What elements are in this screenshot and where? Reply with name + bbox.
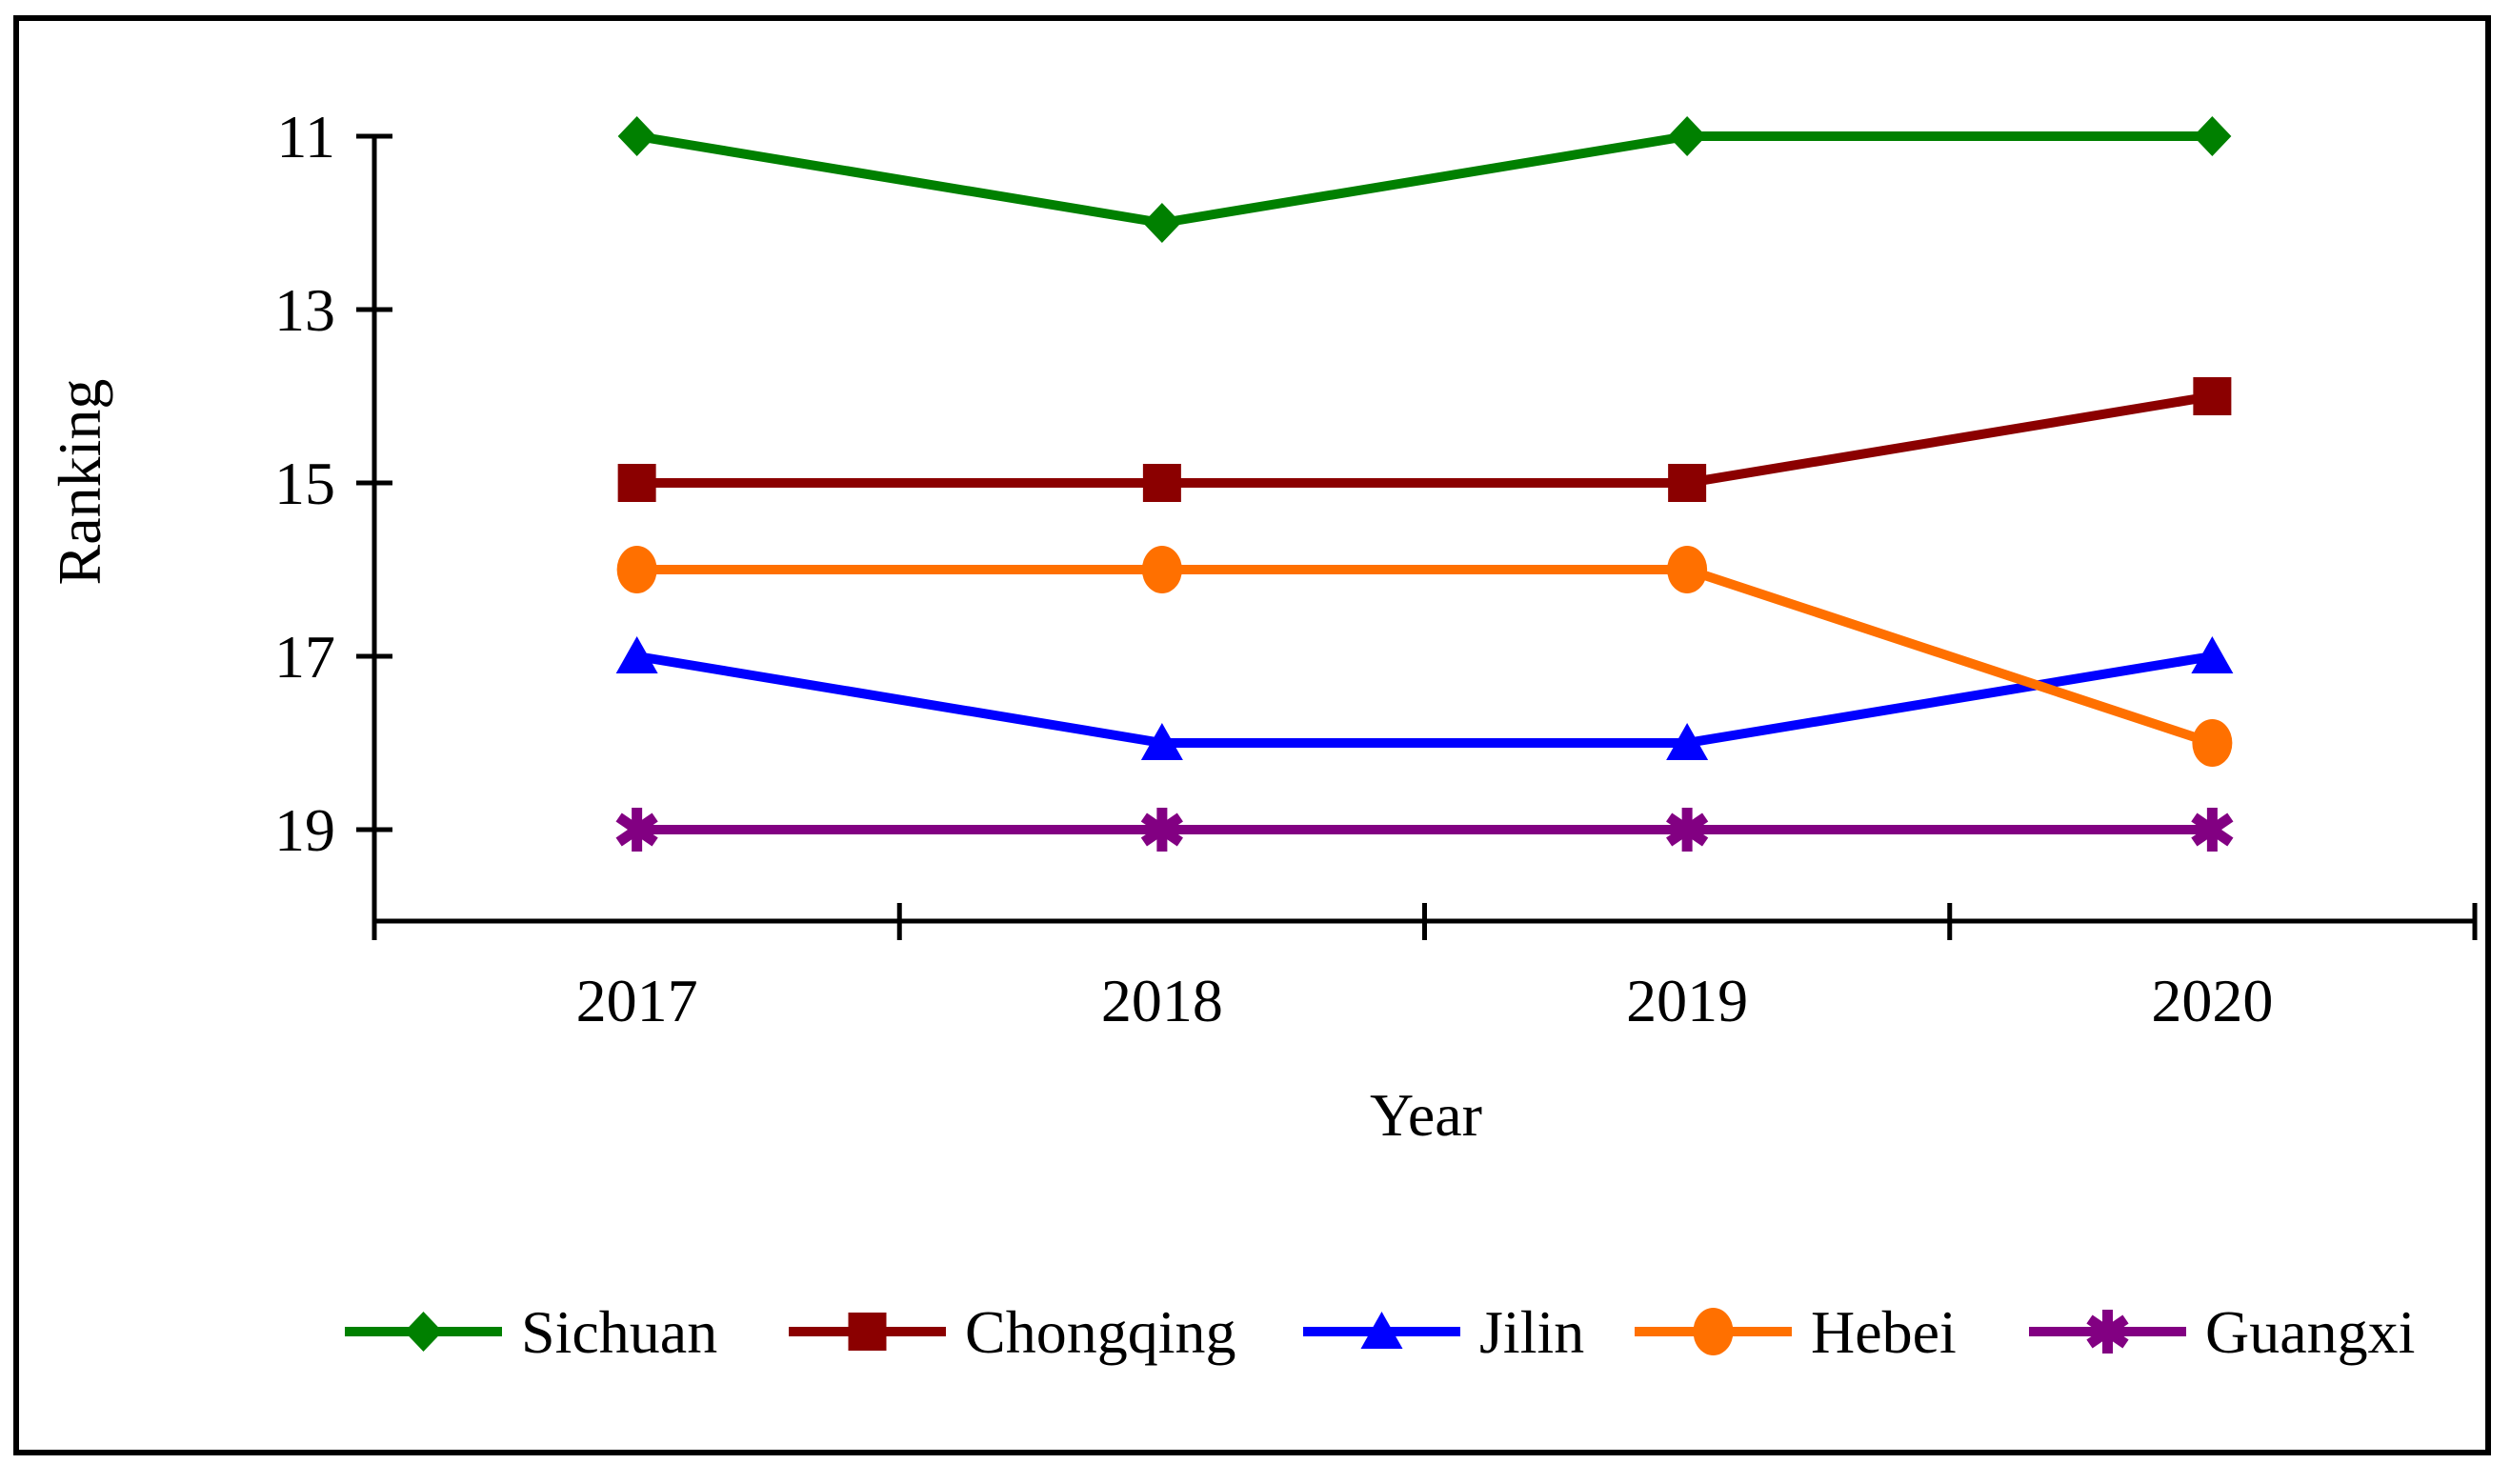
x-tick-label: 2019 bbox=[1626, 967, 1748, 1034]
series-line-sichuan bbox=[635, 131, 2213, 228]
marker-square-chongqing bbox=[1668, 464, 1707, 502]
marker-square-chongqing bbox=[2193, 377, 2232, 415]
asterisk-arm bbox=[615, 812, 658, 847]
legend-label-chongqing: Chongqing bbox=[965, 1298, 1235, 1366]
marker-diamond-sichuan bbox=[1668, 116, 1707, 156]
marker-asterisk-guangxi bbox=[1140, 808, 1183, 852]
x-tick-label: 2017 bbox=[576, 967, 698, 1034]
marker-asterisk-guangxi bbox=[615, 808, 658, 852]
asterisk-arm bbox=[2191, 812, 2234, 847]
asterisk-arm bbox=[1140, 812, 1183, 847]
y-tick-label: 19 bbox=[274, 796, 335, 864]
axes: 11 13 15 17 19 2017 2018 2019 2020 bbox=[274, 103, 2478, 1034]
marker-diamond-sichuan bbox=[1142, 203, 1181, 243]
marker-diamond-sichuan bbox=[2193, 116, 2232, 156]
marker-triangle-jilin bbox=[1140, 723, 1183, 760]
asterisk-arm bbox=[2086, 1314, 2129, 1349]
marker-circle-hebei bbox=[1667, 546, 1708, 593]
series-line-jilin bbox=[635, 652, 2214, 748]
marker-circle-hebei bbox=[616, 546, 657, 593]
series-line-chongqing bbox=[636, 391, 2214, 488]
series-line-hebei bbox=[636, 565, 2214, 748]
y-tick-label: 13 bbox=[274, 276, 335, 344]
marker-circle-hebei bbox=[2192, 719, 2233, 767]
legend-label-jilin: Jilin bbox=[1479, 1298, 1584, 1366]
x-axis-title: Year bbox=[1370, 1081, 1482, 1149]
y-tick-label: 11 bbox=[276, 103, 335, 170]
legend-label-hebei: Hebei bbox=[1811, 1298, 1957, 1366]
marker-asterisk-guangxi bbox=[2191, 808, 2234, 852]
legend-label-guangxi: Guangxi bbox=[2205, 1298, 2415, 1366]
marker-square-chongqing bbox=[1142, 464, 1181, 502]
legend-marker-jilin bbox=[1360, 1312, 1403, 1349]
x-tick-label: 2018 bbox=[1101, 967, 1223, 1034]
marker-diamond-sichuan bbox=[617, 116, 656, 156]
y-tick-label: 15 bbox=[274, 450, 335, 517]
series-lines bbox=[615, 116, 2234, 852]
marker-circle-hebei bbox=[1141, 546, 1182, 593]
legend: Sichuan Chongqing Jilin Hebei Guangxi bbox=[345, 1298, 2415, 1366]
legend-marker-sichuan bbox=[404, 1312, 443, 1352]
legend-marker-chongqing bbox=[848, 1313, 887, 1351]
marker-triangle-jilin bbox=[1666, 723, 1709, 760]
y-axis-title: Ranking bbox=[46, 379, 113, 586]
marker-triangle-jilin bbox=[2191, 636, 2234, 673]
chart-border bbox=[13, 15, 2491, 1455]
marker-asterisk-guangxi bbox=[1666, 808, 1709, 852]
y-tick-label: 17 bbox=[274, 623, 335, 691]
legend-marker-guangxi bbox=[2086, 1310, 2129, 1354]
marker-square-chongqing bbox=[617, 464, 656, 502]
x-tick-label: 2020 bbox=[2151, 967, 2273, 1034]
asterisk-arm bbox=[1666, 812, 1709, 847]
legend-marker-hebei bbox=[1693, 1308, 1734, 1355]
marker-triangle-jilin bbox=[615, 636, 658, 673]
legend-label-sichuan: Sichuan bbox=[521, 1298, 717, 1366]
